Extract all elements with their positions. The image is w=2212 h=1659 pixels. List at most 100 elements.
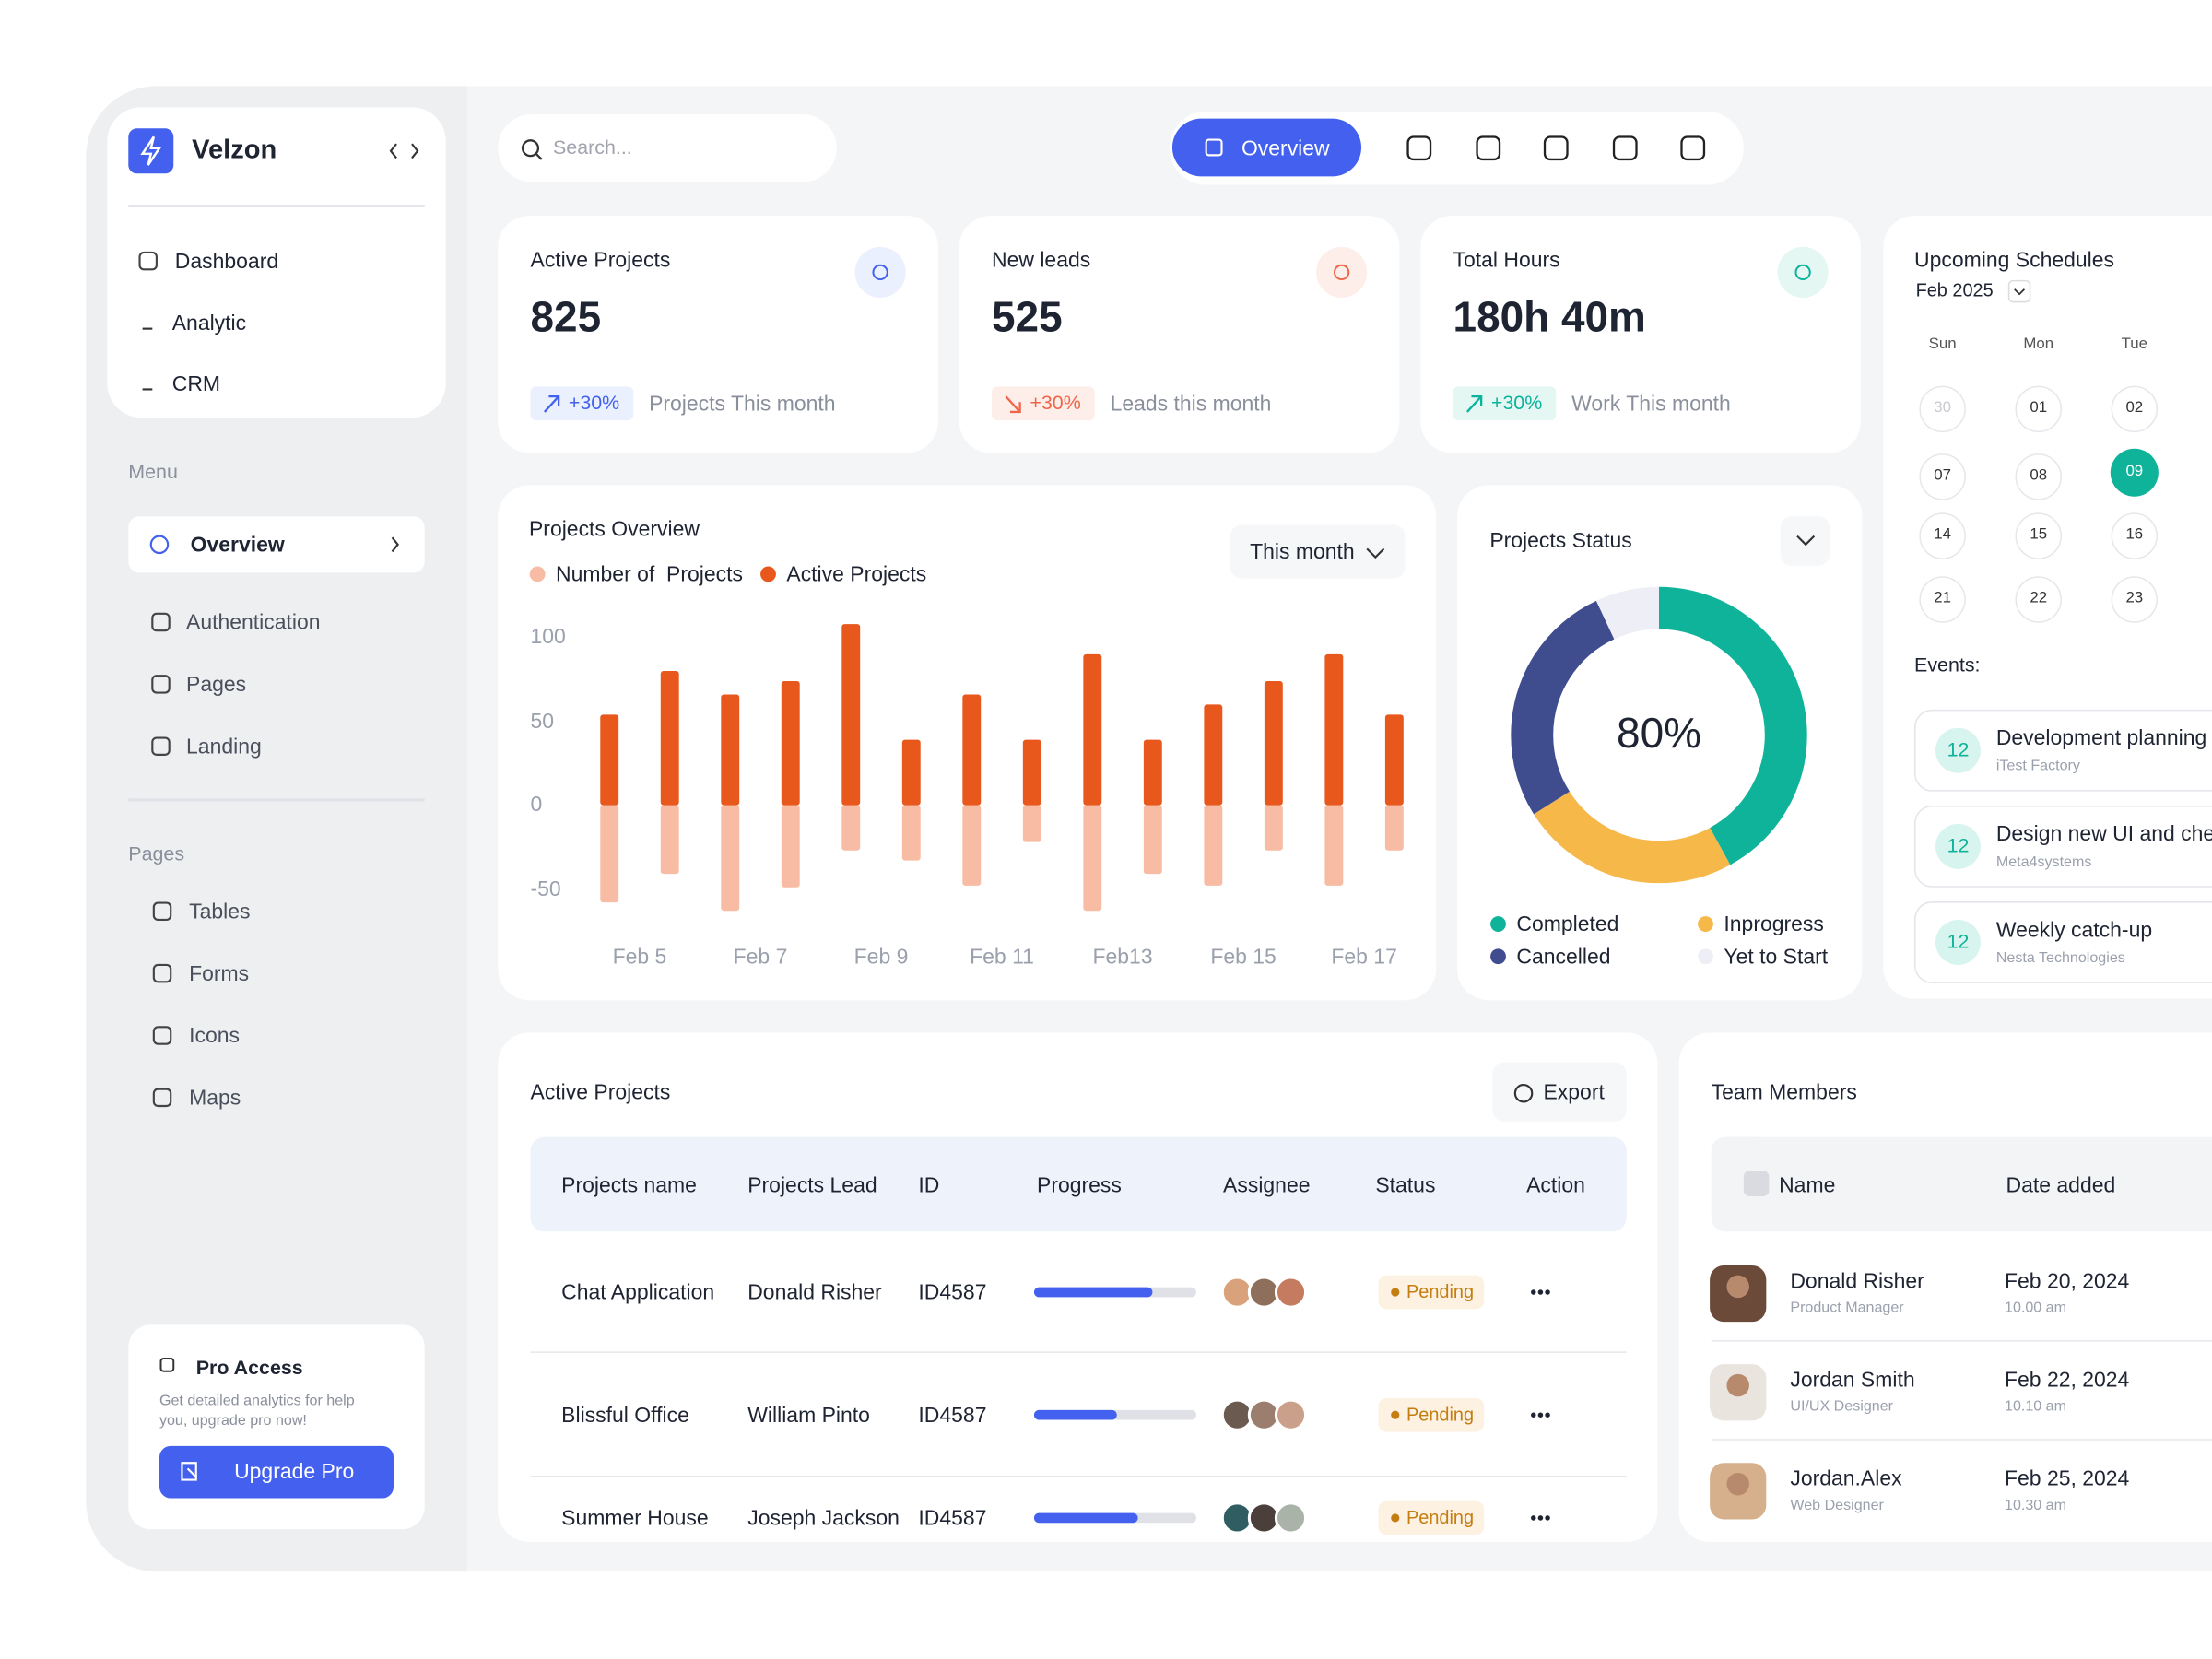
legend-dot (1698, 948, 1713, 965)
day-cell[interactable] (1919, 512, 1966, 559)
day-cell[interactable] (2111, 576, 2159, 623)
day-cell[interactable] (2015, 576, 2062, 623)
bar (1384, 805, 1404, 851)
tab-active[interactable] (1171, 118, 1362, 177)
action-dot[interactable] (1531, 1289, 1536, 1295)
bar (600, 805, 619, 903)
action-dot[interactable] (1531, 1412, 1536, 1418)
team-title: Team Members (1711, 1079, 1857, 1104)
cell: ID4587 (918, 1403, 987, 1428)
upgrade-button[interactable] (159, 1445, 394, 1499)
nav-item[interactable]: Icons (189, 1023, 240, 1048)
nav-active[interactable] (128, 516, 425, 573)
upgrade-label[interactable]: Upgrade Pro (234, 1459, 355, 1484)
stat-icon-bg (1777, 246, 1829, 298)
weekday: Tue (2121, 335, 2148, 354)
tab-icon[interactable] (1406, 135, 1432, 161)
trend-arrow (1005, 395, 1021, 414)
team-header (1711, 1136, 2212, 1232)
chevron (2014, 288, 2026, 296)
search-box[interactable] (498, 113, 837, 182)
status-pill (1378, 1500, 1485, 1535)
action-dot[interactable] (1537, 1515, 1544, 1521)
checkbox[interactable] (1743, 1171, 1770, 1196)
x-tick-label: Feb 5 (612, 944, 667, 969)
chart-title: Projects Overview (528, 516, 700, 541)
action-dot[interactable] (1537, 1289, 1544, 1295)
filter-label[interactable]: This month (1250, 539, 1355, 564)
bar (1324, 805, 1344, 886)
tab-icon[interactable] (1476, 135, 1501, 161)
day-cell[interactable] (2015, 385, 2062, 433)
day-number: 14 (1934, 526, 1952, 544)
status-menu-button[interactable] (1780, 516, 1830, 566)
member-role: Web Designer (1790, 1496, 1884, 1513)
legend-label: Yet to Start (1724, 944, 1829, 969)
nav-item[interactable]: Landing (186, 734, 262, 759)
cell: William Pinto (747, 1403, 870, 1428)
event-card[interactable] (1914, 901, 2212, 983)
action-dot[interactable] (1545, 1289, 1550, 1295)
status-label: Pending (1406, 1403, 1475, 1425)
nav-item[interactable]: Pages (186, 672, 247, 697)
upgrade-icon (181, 1462, 197, 1481)
day-number: 08 (2030, 467, 2048, 485)
icon (149, 535, 170, 555)
search-placeholder: Search... (552, 135, 632, 159)
day-cell[interactable] (2015, 453, 2062, 500)
bar (600, 714, 619, 806)
nav-item[interactable]: Maps (189, 1085, 241, 1110)
status-dot (1391, 1410, 1400, 1419)
tab-icon[interactable] (1612, 135, 1638, 161)
avatar (1274, 1501, 1308, 1535)
section-label: Pages (128, 842, 185, 865)
day-cell[interactable] (2111, 385, 2159, 433)
event-badge (1935, 727, 1981, 773)
column-header: Assignee (1223, 1172, 1311, 1197)
tab-icon[interactable] (1543, 135, 1569, 161)
cell: Chat Application (561, 1280, 715, 1305)
weekday: Mon (2023, 335, 2054, 354)
day-cell[interactable] (2015, 512, 2062, 559)
event-day: 12 (1947, 737, 1970, 761)
stat-value: 525 (992, 294, 1063, 342)
nav-item[interactable]: CRM (171, 371, 221, 396)
action-dot[interactable] (1545, 1412, 1550, 1418)
nav-item[interactable]: Overview (190, 532, 285, 557)
row-divider (1711, 1439, 2212, 1441)
tab-icon[interactable] (1680, 135, 1706, 161)
bar (1083, 653, 1102, 806)
tab-icon (1205, 138, 1223, 157)
action-dot[interactable] (1531, 1515, 1536, 1521)
day-cell[interactable] (1919, 453, 1966, 500)
month-picker[interactable] (2007, 279, 2031, 303)
action-dot[interactable] (1537, 1412, 1544, 1418)
export-icon (1513, 1083, 1534, 1103)
nav-item[interactable]: Tables (189, 899, 251, 924)
day-cell[interactable] (1919, 576, 1966, 623)
event-card[interactable] (1914, 805, 2212, 888)
brand-name: Velzon (192, 135, 277, 165)
nav-item[interactable]: Analytic (171, 311, 247, 335)
column-header: Action (1526, 1172, 1585, 1197)
day-cell[interactable] (2111, 512, 2159, 559)
day-cell[interactable] (2110, 448, 2159, 497)
event-card[interactable] (1914, 709, 2212, 792)
export-label[interactable]: Export (1543, 1079, 1605, 1104)
tab-label[interactable]: Overview (1241, 135, 1330, 160)
bar (1264, 805, 1283, 851)
nav-item[interactable]: Forms (189, 961, 250, 986)
day-cell[interactable] (1919, 385, 1966, 433)
logo (128, 128, 174, 174)
stat-icon (1794, 264, 1811, 281)
stat-note: Work This month (1571, 391, 1731, 416)
legend-label: Active Projects (786, 561, 927, 586)
collapse-icon (389, 143, 419, 159)
avatar (1274, 1276, 1308, 1309)
filter-button[interactable] (1230, 524, 1406, 579)
nav-item[interactable]: Authentication (186, 609, 321, 635)
nav-item[interactable]: Dashboard (174, 249, 279, 274)
day-number: 16 (2125, 526, 2144, 544)
action-dot[interactable] (1545, 1515, 1550, 1521)
